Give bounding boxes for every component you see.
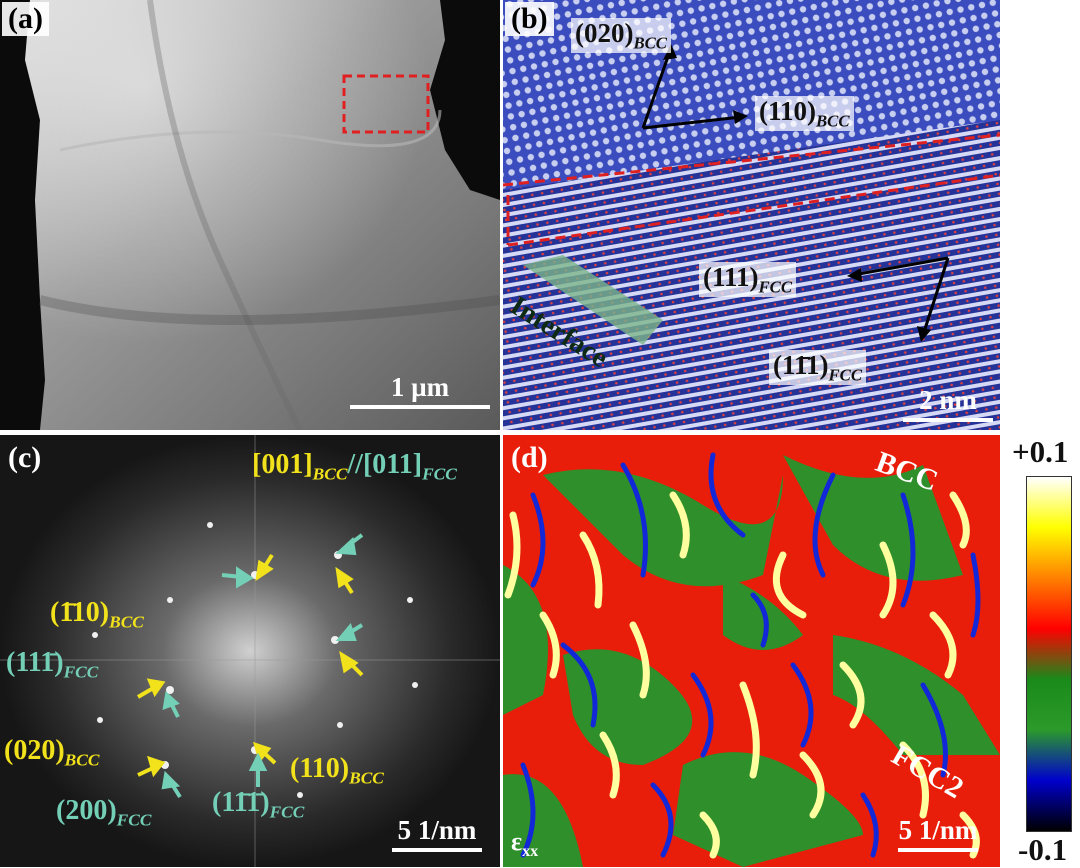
panel-c-scale-label: 5 1/nm	[397, 815, 477, 845]
colorbar-max-label: +0.1	[1012, 434, 1069, 469]
panel-d-scale-bar: 5 1/nm	[883, 815, 993, 852]
panel-a-scale-bar: 1 µm	[350, 372, 490, 409]
colorbar	[1026, 476, 1072, 832]
label-fcc-111: (111)FCC	[699, 262, 797, 298]
label-bcc-110: (110)BCC	[290, 753, 384, 788]
panel-c-tag: (c)	[8, 441, 42, 474]
label-bcc-020: (020)BCC	[4, 735, 100, 770]
fft-diffractogram	[0, 435, 500, 867]
panel-a-scale-label: 1 µm	[390, 372, 450, 402]
strain-component-label: εxx	[511, 827, 539, 861]
strain-exx-map	[503, 435, 1000, 867]
panel-a-tag: (a)	[2, 2, 49, 36]
zone-axis-label: [001]BCC//[011]FCC	[252, 449, 457, 484]
label-bcc-bar110: (1̄10)BCC	[50, 597, 144, 632]
panel-d-tag: (d)	[511, 441, 548, 474]
hrtem-lattice	[503, 0, 1000, 430]
label-fcc-111bar: (111̄)FCC	[6, 647, 99, 682]
label-fcc-1bar11bar: (11̄1̄)FCC	[212, 787, 305, 822]
label-fcc-11bar1: (11̄1)FCC	[769, 350, 867, 386]
panel-c-scale-bar: 5 1/nm	[382, 815, 492, 852]
panel-b-hrtem-image: (b) (020)BCC (110)BCC (111)FCC (11̄1)FCC…	[503, 0, 1000, 430]
panel-b-scale-bar: 2 nm	[903, 385, 993, 422]
panel-b-scale-label: 2 nm	[919, 385, 977, 415]
label-fcc-200: (200)FCC	[56, 795, 152, 830]
panel-d-scale-label: 5 1/nm	[898, 815, 978, 845]
label-bcc-020: (020)BCC	[571, 18, 671, 54]
panel-d-strain-map: (d) BCC FCC2 εxx 5 1/nm	[503, 435, 1000, 867]
stem-micrograph	[0, 0, 500, 430]
panel-b-tag: (b)	[505, 2, 554, 36]
colorbar-min-label: -0.1	[1018, 832, 1068, 867]
panel-a-stem-image: (a) 1 µm	[0, 0, 500, 430]
label-bcc-110: (110)BCC	[755, 96, 854, 132]
panel-c-fft-pattern: (c) [001]BCC//[011]FCC (1̄10)BCC (111̄)F…	[0, 435, 500, 867]
roi-box	[342, 74, 430, 134]
